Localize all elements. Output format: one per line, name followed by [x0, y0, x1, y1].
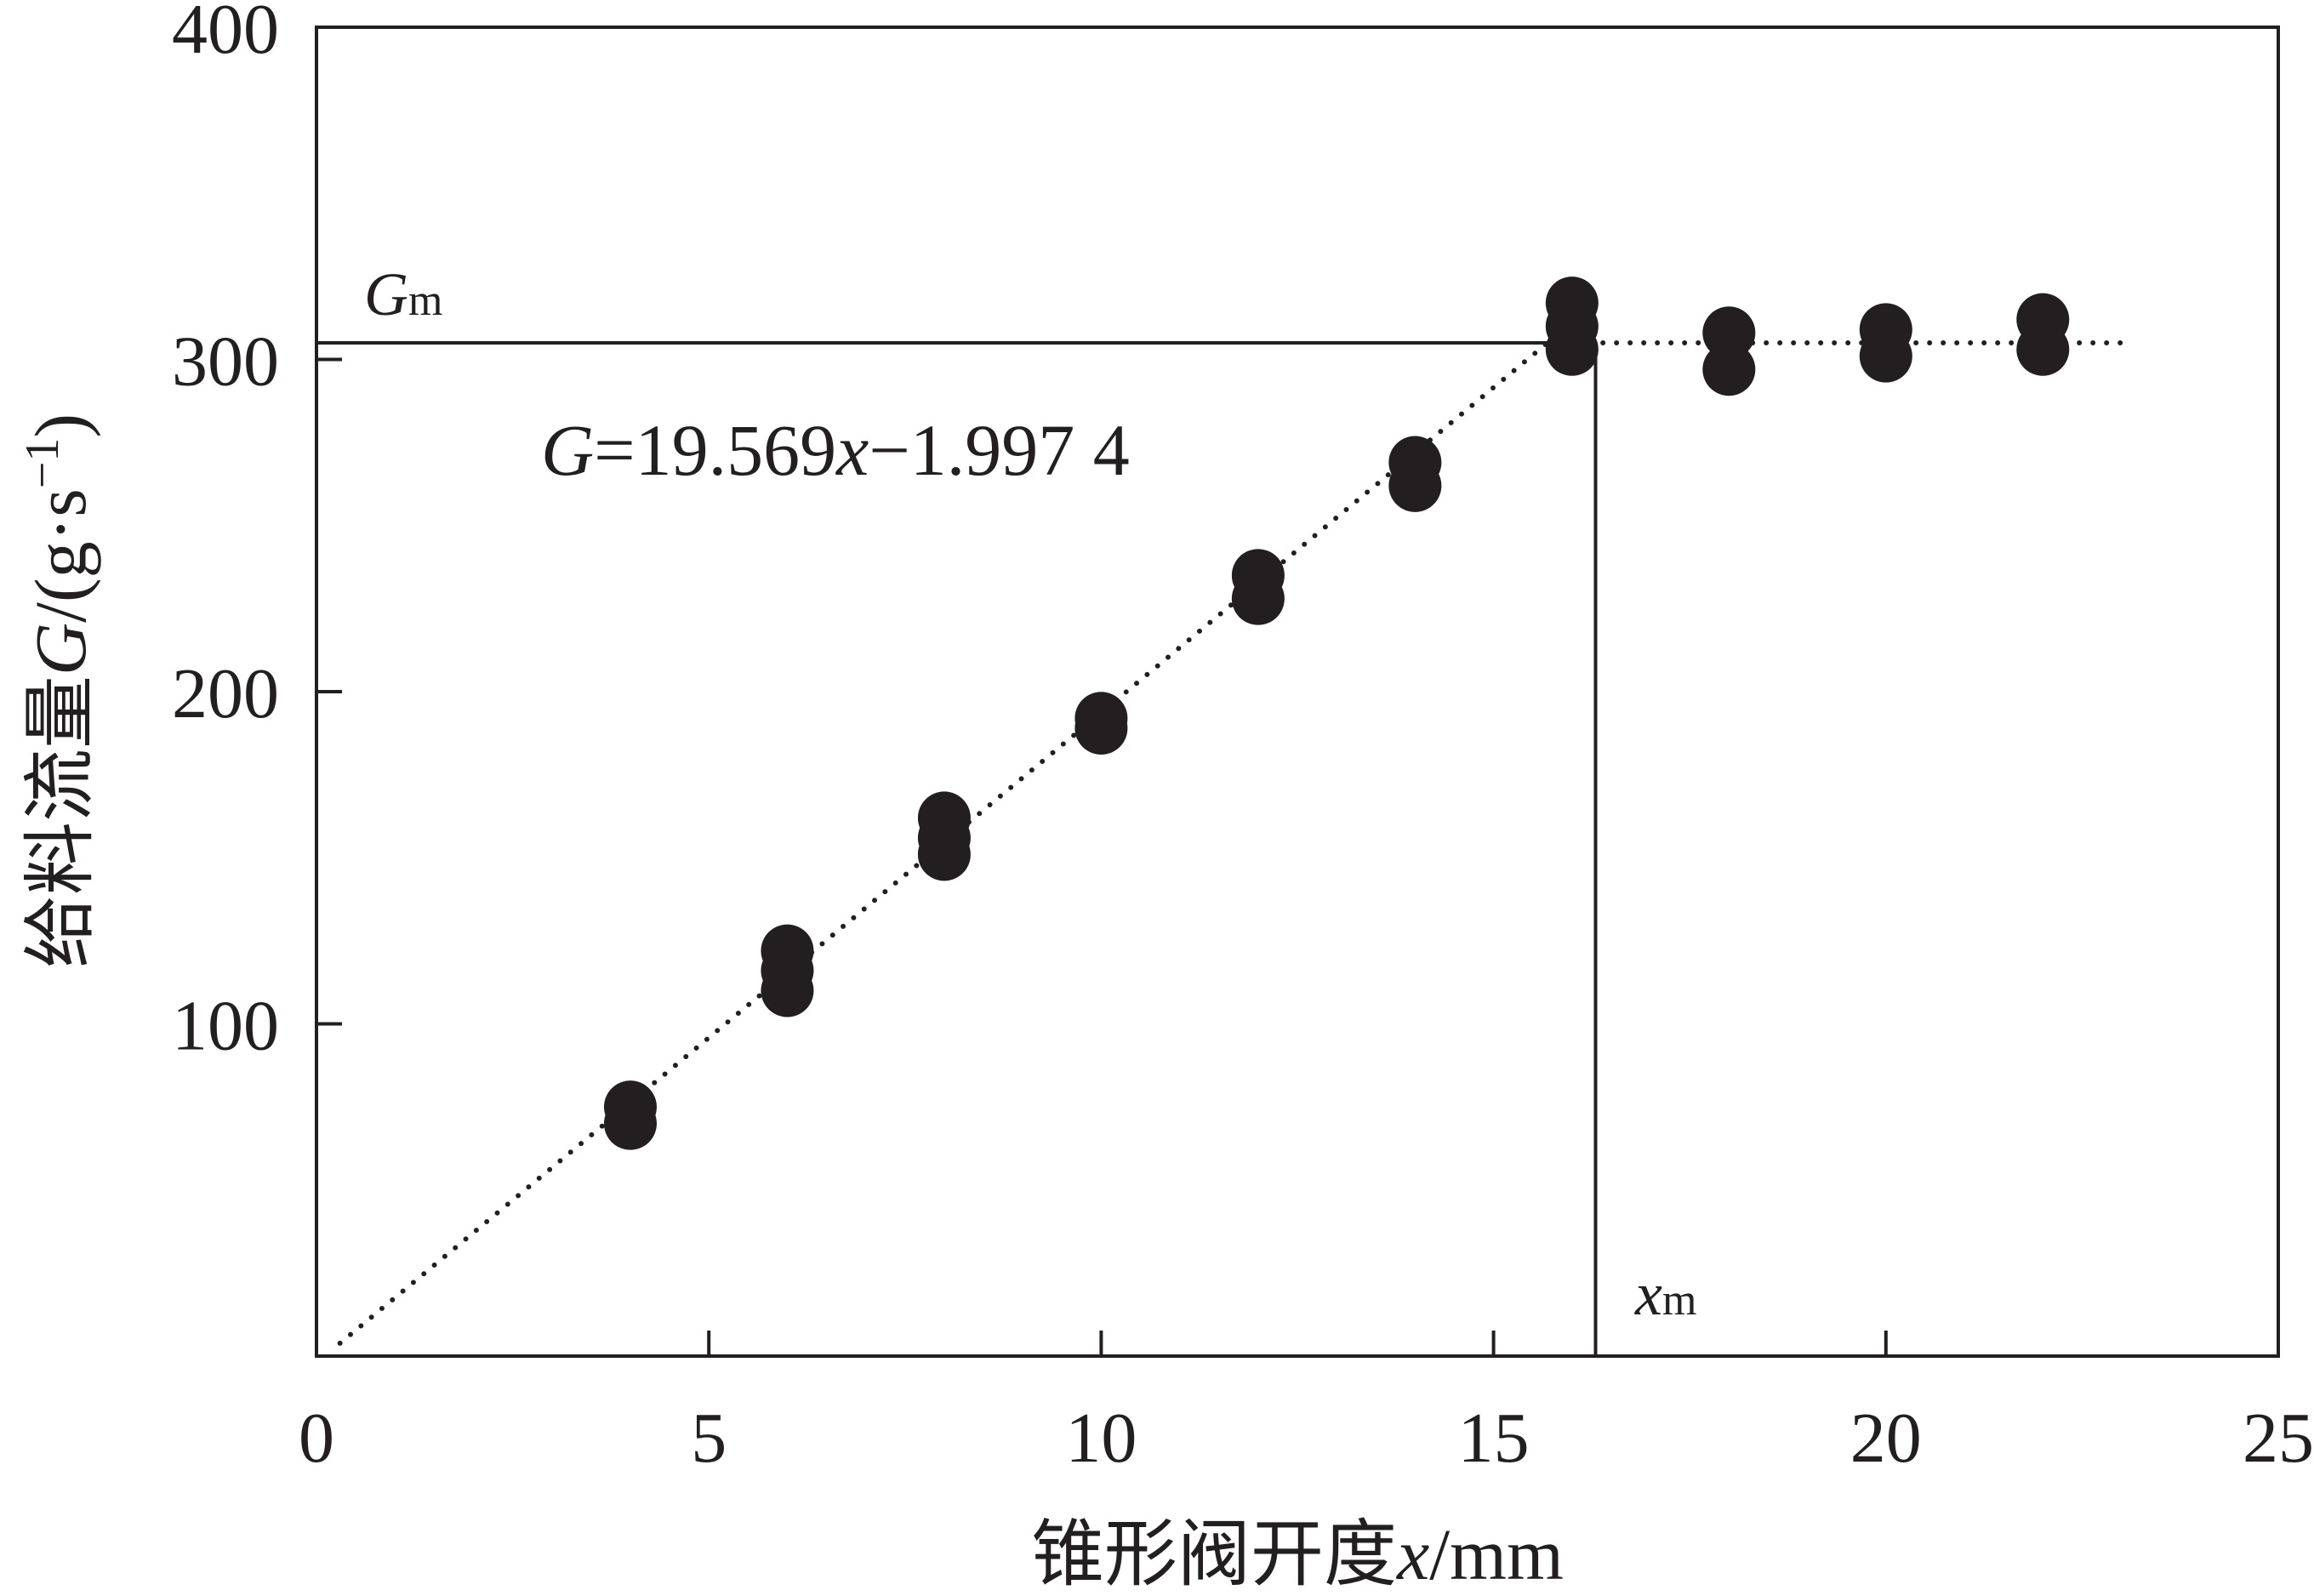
y-axis-ticks: 100 200 300 400	[172, 0, 342, 1066]
reference-lines	[316, 340, 1598, 1356]
x-axis-ticks: 0 5 10 15 20 25	[299, 1331, 2314, 1478]
x-tick-label: 10	[1065, 1399, 1137, 1478]
y-tick-label: 100	[172, 987, 279, 1066]
fit-equation: G=19.569x−1.997 4	[541, 409, 1130, 491]
y-tick-label: 200	[172, 654, 279, 733]
data-point	[917, 828, 971, 881]
y-tick-label: 400	[172, 0, 279, 69]
chart-marks	[337, 276, 2124, 1346]
data-point	[761, 964, 814, 1017]
x-tick-label: 20	[1850, 1399, 1922, 1478]
plot-frame	[315, 26, 2280, 1358]
fit-line	[337, 339, 1552, 1346]
x-tick-label: 25	[2243, 1399, 2314, 1478]
data-point	[1231, 572, 1285, 625]
gm-label: Gm	[364, 260, 442, 328]
data-point	[1388, 459, 1442, 512]
x-axis-label: 锥形阀开度x/mm	[1031, 1513, 1564, 1595]
data-point	[1859, 329, 1912, 383]
data-point	[2016, 322, 2070, 376]
data-point	[1545, 322, 1599, 376]
x-tick-label: 15	[1458, 1399, 1530, 1478]
y-axis-label: 给料流量G/(g·s−1)	[16, 413, 101, 968]
data-point	[1702, 306, 1756, 360]
x-tick-label: 0	[299, 1399, 334, 1478]
y-tick-label: 300	[172, 322, 279, 402]
xm-label: xm	[1634, 1260, 1696, 1328]
data-point	[603, 1097, 657, 1150]
data-point	[1702, 343, 1756, 396]
data-point	[1074, 701, 1128, 755]
x-tick-label: 5	[691, 1399, 727, 1478]
